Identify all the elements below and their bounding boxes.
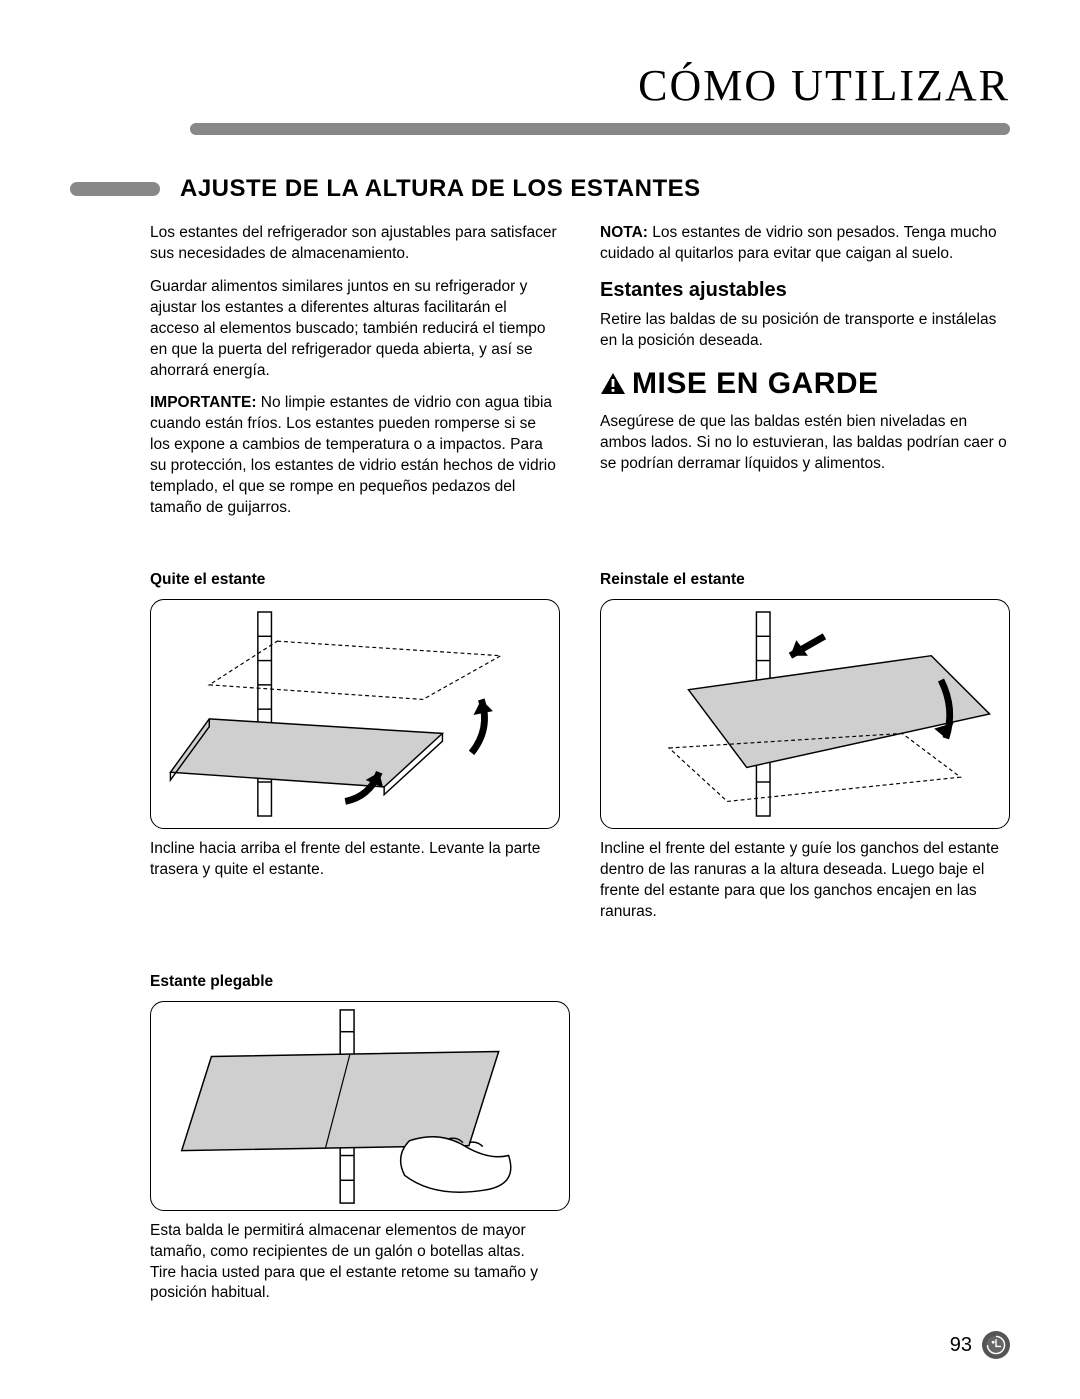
warning-row: MISE EN GARDE — [600, 364, 1010, 405]
figure-quite-caption: Incline hacia arriba el frente del estan… — [150, 839, 560, 881]
nota-label: NOTA: — [600, 224, 648, 241]
subhead-estantes: Estantes ajustables — [600, 277, 1010, 304]
section-title: AJUSTE DE LA ALTURA DE LOS ESTANTES — [180, 175, 701, 203]
figure-reinstale: Reinstale el estante — [600, 571, 1010, 923]
left-important: IMPORTANTE: No limpie estantes de vidrio… — [150, 393, 560, 519]
important-label: IMPORTANTE: — [150, 394, 256, 411]
sub-p: Retire las baldas de su posición de tran… — [600, 310, 1010, 352]
left-column: Los estantes del refrigerador son ajusta… — [150, 223, 560, 531]
page-number: 93 — [950, 1334, 972, 1357]
figure-quite-box — [150, 599, 560, 829]
warning-icon — [600, 372, 626, 396]
figure-reinstale-title: Reinstale el estante — [600, 571, 1010, 589]
figure-plegable: Estante plegable — [150, 973, 570, 1305]
right-column: NOTA: Los estantes de vidrio son pesados… — [600, 223, 1010, 531]
figure-quite-title: Quite el estante — [150, 571, 560, 589]
important-text: No limpie estantes de vidrio con agua ti… — [150, 394, 556, 516]
figure-plegable-svg — [151, 1002, 569, 1210]
page-number-row: 93 — [950, 1331, 1010, 1359]
right-nota: NOTA: Los estantes de vidrio son pesados… — [600, 223, 1010, 265]
left-p1: Los estantes del refrigerador son ajusta… — [150, 223, 560, 265]
figures-row-2: Estante plegable — [150, 973, 570, 1305]
figure-plegable-caption: Esta balda le permitirá almacenar elemen… — [150, 1221, 570, 1305]
intro-columns: Los estantes del refrigerador son ajusta… — [150, 223, 1010, 531]
page-header-title: CÓMO UTILIZAR — [70, 60, 1010, 111]
figure-plegable-title: Estante plegable — [150, 973, 570, 991]
figure-reinstale-box — [600, 599, 1010, 829]
figure-quite-svg — [151, 600, 559, 828]
left-p2: Guardar alimentos similares juntos en su… — [150, 277, 560, 382]
warn-p: Asegúrese de que las baldas estén bien n… — [600, 412, 1010, 475]
title-pill — [70, 182, 160, 196]
section-title-row: AJUSTE DE LA ALTURA DE LOS ESTANTES — [70, 175, 1010, 203]
figure-plegable-box — [150, 1001, 570, 1211]
figure-quite: Quite el estante — [150, 571, 560, 923]
figure-reinstale-svg — [601, 600, 1009, 828]
figures-row-1: Quite el estante — [150, 571, 1010, 923]
warning-text: MISE EN GARDE — [632, 364, 879, 405]
nota-text: Los estantes de vidrio son pesados. Teng… — [600, 224, 997, 262]
header-rule — [190, 123, 1010, 135]
lg-logo-icon — [982, 1331, 1010, 1359]
figure-reinstale-caption: Incline el frente del estante y guíe los… — [600, 839, 1010, 923]
